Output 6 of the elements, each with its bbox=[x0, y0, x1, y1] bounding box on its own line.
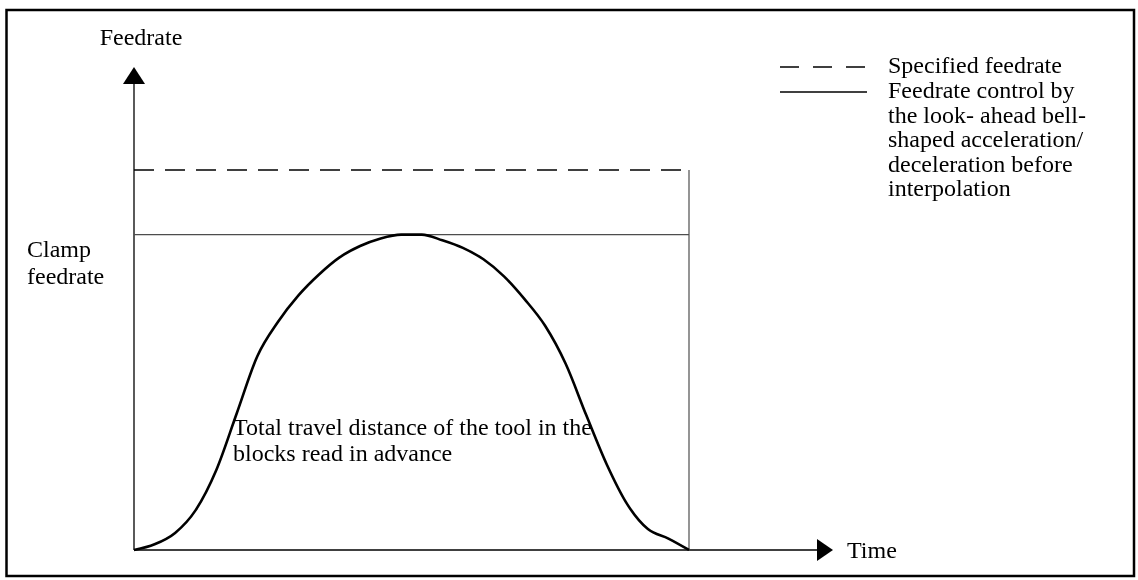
legend-label: Specified feedrate bbox=[888, 52, 1062, 78]
text: Time bbox=[847, 537, 897, 563]
annotation: Total travel distance of the tool in the blocks read in advance bbox=[233, 414, 592, 466]
legend-label: Feedrate control by the look- ahead bell-shaped acceleration/deceleration before interpolation bbox=[888, 77, 1086, 202]
y-axis-title: Feedrate bbox=[99, 24, 183, 50]
ref-line-label: Clamp feedrate bbox=[27, 235, 105, 289]
